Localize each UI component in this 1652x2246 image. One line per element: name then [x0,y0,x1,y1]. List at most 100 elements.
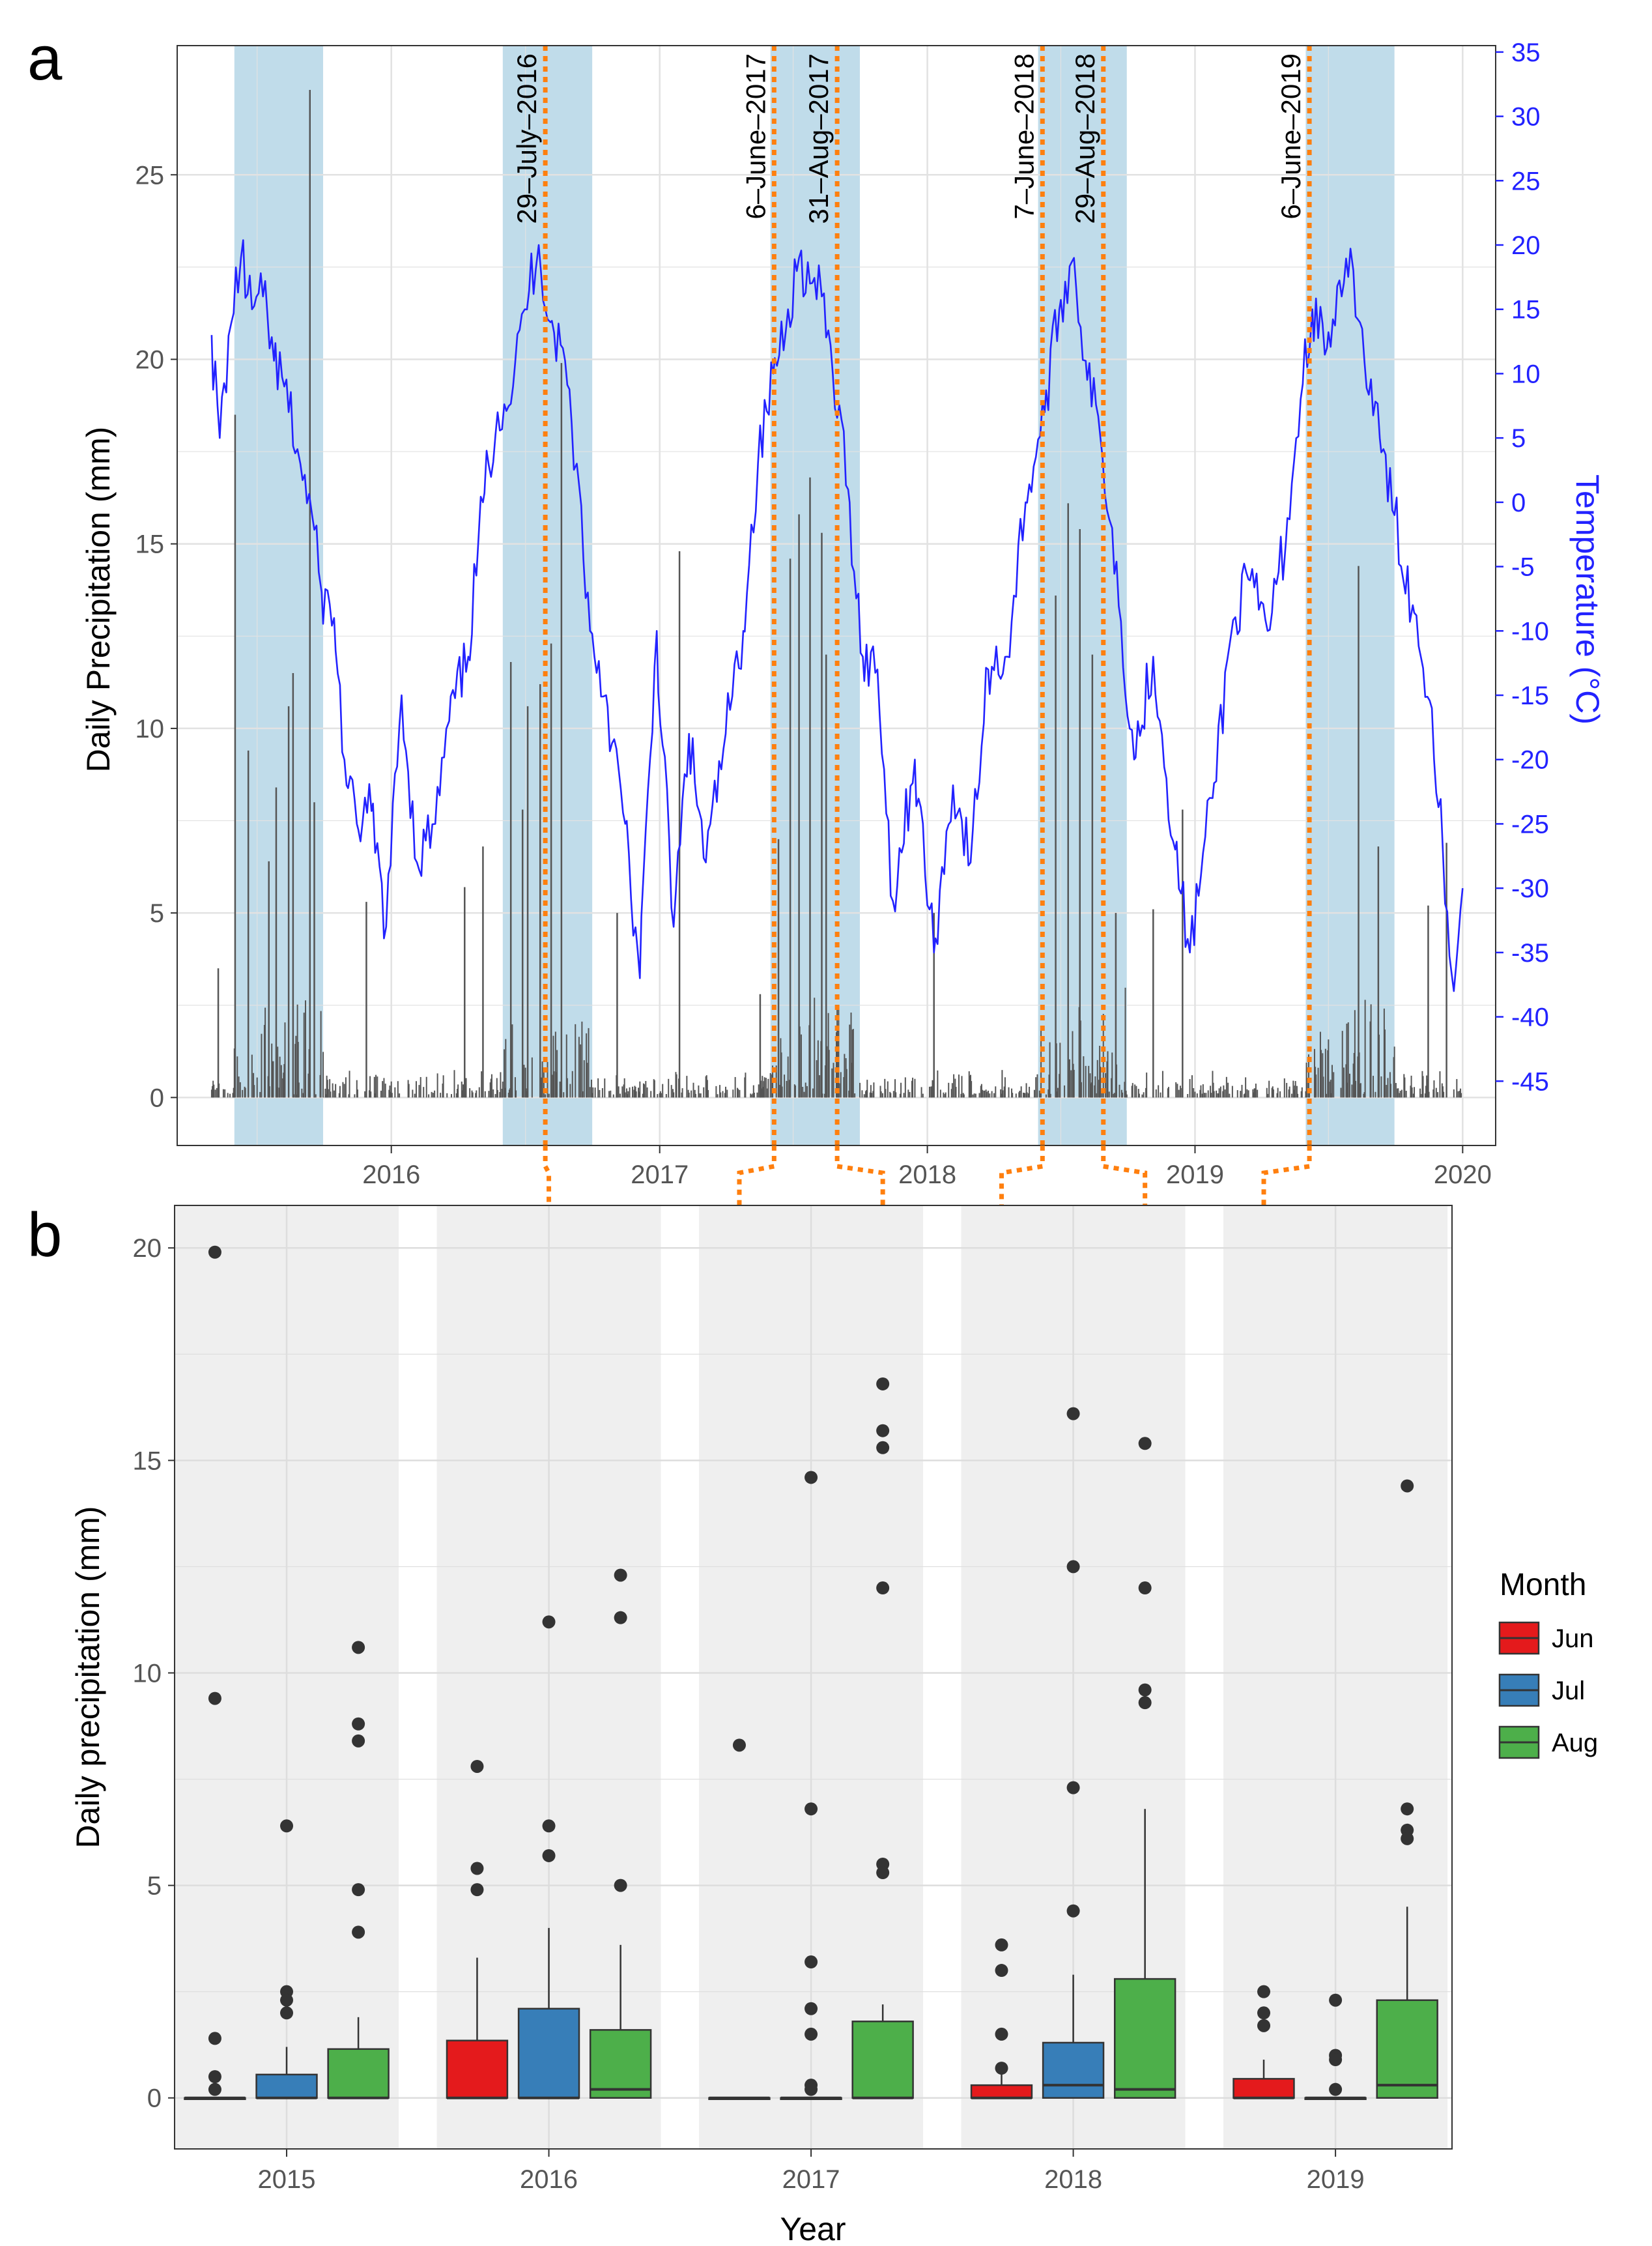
outlier-point [470,1883,484,1897]
outlier-point [542,1615,556,1629]
box-body [327,2048,390,2099]
outlier-point [732,1738,746,1752]
right-y-tick-label: -40 [1511,1003,1549,1032]
panel-b-x-axis-label: Year [780,2211,846,2246]
legend-title: Month [1500,1568,1586,1602]
outlier-point [1138,1581,1152,1595]
outlier-point [1138,1437,1152,1450]
outlier-point [352,1641,365,1654]
x-tick-label: 2017 [782,2165,840,2194]
left-y-axis: 0 5 10 15 20 25 [135,161,177,1112]
box-body [1376,1999,1438,2099]
outlier-point [208,2070,221,2084]
box-aug-2016 [589,1568,652,2099]
outlier-point [352,1717,365,1731]
outlier-point [542,1819,556,1833]
outlier-point [280,1819,294,1833]
panel-b-letter: b [27,1200,62,1270]
right-y-tick-label: -35 [1511,939,1549,968]
right-y-tick-label: 20 [1511,231,1541,260]
outlier-point [805,1955,818,1969]
left-y-tick-label: 25 [135,161,165,190]
panel-b: b 0 5 10 15 20 2015 2016 2017 2018 2019 Daily pr… [27,1200,1598,2246]
outlier-point [805,1802,818,1816]
outlier-point [1138,1683,1152,1697]
outlier-point [1138,1696,1152,1710]
outlier-point [876,1581,890,1595]
panel-b-border [174,1205,1453,2150]
box-aug-2019 [1376,1479,1438,2099]
outlier-point [542,1849,556,1862]
right-y-tick-label: -20 [1511,746,1549,775]
panel-a-letter: a [27,23,63,93]
outlier-point [614,1568,627,1582]
date-marker-label: 6–June–2017 [740,53,771,220]
left-y-tick-label: 20 [135,345,165,374]
x-tick-label: 2016 [520,2165,578,2194]
summer-shade-4 [1038,46,1127,1145]
date-arrow-line [999,1145,1045,1417]
date-marker-label: 29–July–2016 [511,53,542,224]
outlier-point [614,1611,627,1624]
outlier-point [1401,1802,1414,1816]
outlier-point [470,1759,484,1773]
outlier-point [805,2002,818,2015]
right-y-tick-label: -5 [1511,553,1535,582]
x-tick-label: 2015 [258,2165,316,2194]
box-jun-2015 [184,1245,246,2100]
summer-shading [234,46,1395,1145]
outlier-point [805,1471,818,1484]
date-marker-label: 6–June–2019 [1275,53,1306,220]
outlier-point [805,2027,818,2041]
right-y-axis: 35 30 25 20 15 10 5 0 -5 -10 -15 -20 -25 -30 -35 -40 -45 [1496,38,1549,1096]
box-body [255,2073,318,2099]
outlier-point [1401,1832,1414,1845]
box-jul-2019 [1304,1993,1367,2100]
box-aug-2018 [1113,1437,1176,2099]
summer-shade-3 [770,46,861,1145]
panel-b-x-axis: 2015 2016 2017 2018 2019 [258,2149,1365,2194]
outlier-point [1401,1479,1414,1493]
y-tick-label: 10 [133,1659,162,1688]
right-y-tick-label: 15 [1511,296,1541,324]
box-body [851,2021,914,2099]
precipitation-bars [210,89,1462,1098]
outlier-point [876,1441,890,1454]
right-y-tick-label: -15 [1511,682,1549,710]
y-tick-label: 20 [133,1234,162,1263]
outlier-point [614,1879,627,1892]
outlier-point [1257,2019,1271,2032]
right-y-tick-label: -30 [1511,874,1549,903]
x-tick-label: 2016 [362,1160,420,1189]
outlier-point [352,1883,365,1897]
left-y-tick-label: 10 [135,715,165,743]
box-body [970,2084,1033,2099]
legend-label-jul: Jul [1552,1677,1585,1705]
right-y-tick-label: -10 [1511,617,1549,646]
outlier-point [1066,1904,1080,1918]
outlier-point [805,2082,818,2096]
outlier-point [208,1245,221,1259]
outlier-point [1066,1560,1080,1574]
box-jul-2018 [1042,1407,1105,2099]
box-jun-2018 [970,1938,1033,2099]
right-y-tick-label: -45 [1511,1067,1549,1096]
x-tick-label: 2019 [1307,2165,1365,2194]
box-body [517,2008,580,2099]
box-jun-2016 [446,1759,509,2099]
outlier-point [470,1862,484,1875]
outlier-point [352,1734,365,1748]
y-tick-label: 15 [133,1447,162,1475]
box-body [589,2029,652,2099]
outlier-point [1329,2082,1343,2096]
box-body [1042,2041,1105,2099]
right-y-tick-label: -25 [1511,810,1549,839]
outlier-point [352,1925,365,1939]
x-tick-label: 2019 [1166,1160,1224,1189]
right-y-tick-label: 10 [1511,360,1541,388]
legend: Month Jun Jul Aug [1498,1568,1598,1759]
right-y-tick-label: 25 [1511,167,1541,195]
summer-shade-2 [502,46,593,1145]
summer-shade-1 [234,46,324,1145]
